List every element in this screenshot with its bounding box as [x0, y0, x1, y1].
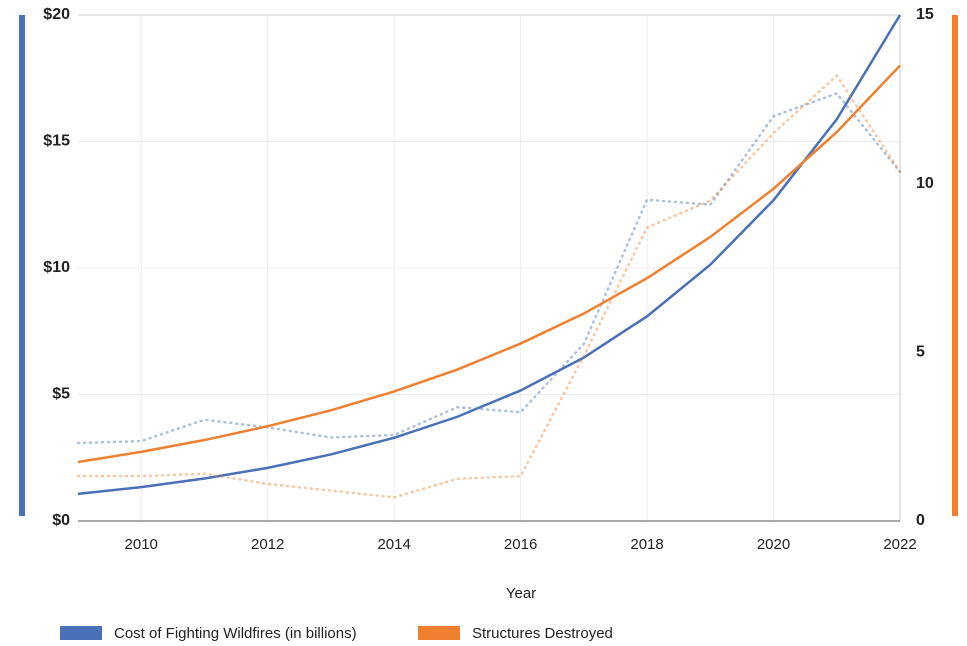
y2-axis-bar — [952, 15, 958, 516]
y-tick-label: $10 — [43, 259, 70, 276]
x-tick-label: 2012 — [251, 536, 284, 553]
legend-label: Structures Destroyed — [472, 625, 613, 642]
x-tick-label: 2020 — [757, 536, 790, 553]
y-tick-label: $0 — [52, 512, 70, 529]
legend-label: Cost of Fighting Wildfires (in billions) — [114, 625, 357, 642]
legend-swatch — [418, 626, 460, 640]
y2-tick-label: 0 — [916, 512, 925, 529]
line-trend_values — [77, 64, 901, 464]
y2-tick-label: 5 — [916, 344, 925, 361]
x-tick-label: 2018 — [630, 536, 663, 553]
x-tick-label: 2014 — [377, 536, 410, 553]
x-tick-label: 2010 — [125, 536, 158, 553]
y-axis-bar — [19, 15, 25, 516]
line-trend_values — [77, 14, 902, 496]
y-tick-label: $15 — [43, 133, 70, 150]
y-tick-label: $5 — [52, 386, 70, 403]
x-tick-label: 2022 — [883, 536, 916, 553]
line-values — [76, 73, 902, 499]
legend-swatch — [60, 626, 102, 640]
x-tick-label: 2016 — [504, 536, 537, 553]
y-tick-label: $20 — [43, 6, 70, 23]
y2-tick-label: 10 — [916, 175, 934, 192]
line-values — [76, 91, 902, 445]
x-axis-label: Year — [506, 585, 536, 602]
y2-tick-label: 15 — [916, 6, 934, 23]
